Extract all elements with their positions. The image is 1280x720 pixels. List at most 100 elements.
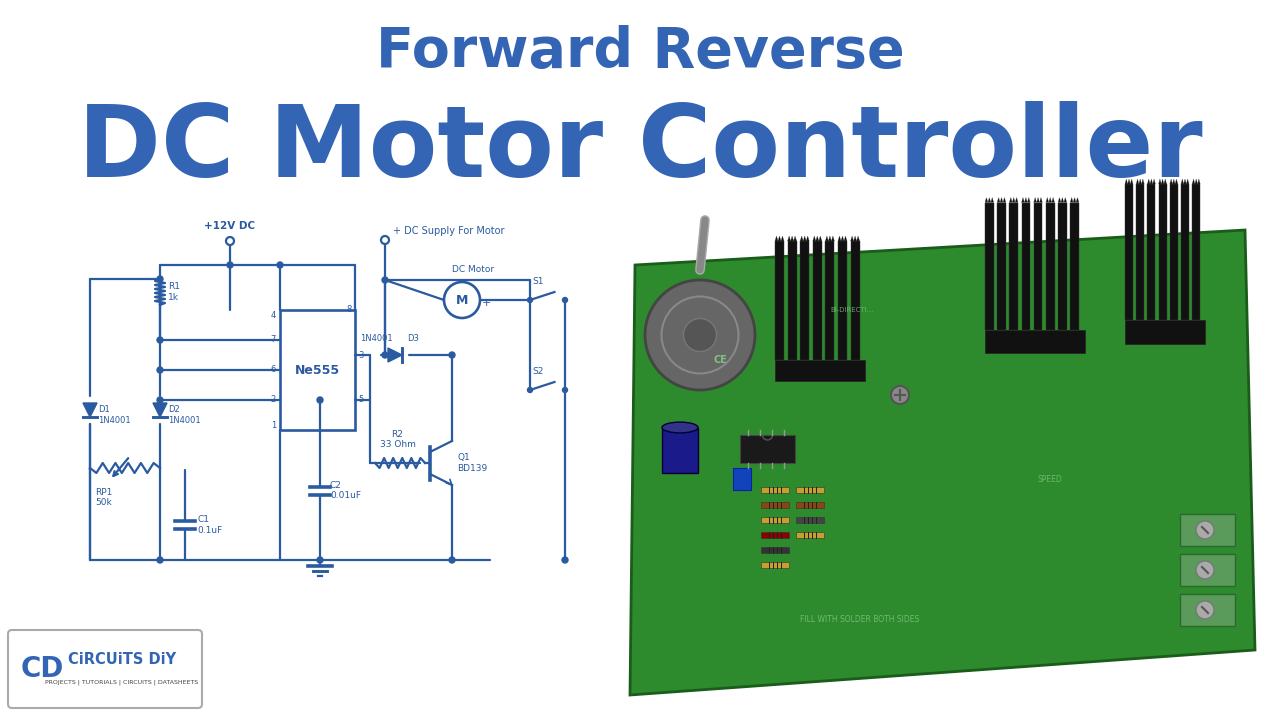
Bar <box>762 487 788 493</box>
Bar <box>762 517 788 523</box>
Circle shape <box>562 557 568 563</box>
Bar <box>796 532 824 538</box>
Circle shape <box>381 277 388 283</box>
Bar <box>787 241 796 360</box>
Text: SPEED: SPEED <box>1038 475 1062 485</box>
Circle shape <box>381 352 388 358</box>
Polygon shape <box>1028 197 1030 202</box>
Text: FILL WITH SOLDER BOTH SIDES: FILL WITH SOLDER BOTH SIDES <box>800 616 919 624</box>
Circle shape <box>562 297 567 302</box>
Text: CD: CD <box>20 655 64 683</box>
Text: R2
33 Ohm: R2 33 Ohm <box>380 430 416 449</box>
Polygon shape <box>1046 197 1048 202</box>
Polygon shape <box>1130 179 1133 184</box>
Text: BI-DIRECTI...: BI-DIRECTI... <box>829 307 873 313</box>
Circle shape <box>1196 561 1213 579</box>
Bar <box>1158 184 1166 320</box>
Polygon shape <box>787 236 791 241</box>
Bar <box>826 241 835 360</box>
Polygon shape <box>388 348 402 362</box>
Bar <box>796 502 824 508</box>
Polygon shape <box>1187 179 1189 184</box>
Polygon shape <box>1194 179 1198 184</box>
Polygon shape <box>815 236 819 241</box>
FancyBboxPatch shape <box>8 630 202 708</box>
Text: D2
1N4001: D2 1N4001 <box>168 405 201 425</box>
Bar <box>986 330 1085 353</box>
Polygon shape <box>828 236 832 241</box>
Polygon shape <box>83 403 97 417</box>
Polygon shape <box>856 236 860 241</box>
Bar <box>774 241 783 360</box>
Text: 1: 1 <box>271 420 276 430</box>
Polygon shape <box>1073 197 1076 202</box>
Bar <box>1125 184 1133 320</box>
Polygon shape <box>997 197 1000 202</box>
Polygon shape <box>851 236 854 241</box>
Bar <box>796 487 824 493</box>
Circle shape <box>227 262 233 268</box>
Polygon shape <box>1161 179 1164 184</box>
Text: R1
1k: R1 1k <box>168 282 180 302</box>
Circle shape <box>157 397 163 403</box>
Polygon shape <box>1064 197 1066 202</box>
Polygon shape <box>1164 179 1166 184</box>
Polygon shape <box>1149 179 1153 184</box>
Polygon shape <box>854 236 856 241</box>
Polygon shape <box>986 197 988 202</box>
Polygon shape <box>1198 179 1201 184</box>
Polygon shape <box>819 236 822 241</box>
Circle shape <box>157 367 163 373</box>
Bar <box>796 517 824 523</box>
Polygon shape <box>1037 197 1039 202</box>
Circle shape <box>527 387 532 392</box>
Circle shape <box>562 387 567 392</box>
Bar <box>762 502 788 508</box>
Bar <box>813 241 822 360</box>
Polygon shape <box>804 236 806 241</box>
Text: + DC Supply For Motor: + DC Supply For Motor <box>393 226 504 236</box>
Circle shape <box>276 262 283 268</box>
Polygon shape <box>1052 197 1055 202</box>
Bar <box>740 435 795 463</box>
Text: 1N4001: 1N4001 <box>360 334 393 343</box>
Bar <box>762 562 788 568</box>
Polygon shape <box>1059 197 1061 202</box>
Polygon shape <box>1142 179 1144 184</box>
Polygon shape <box>1147 179 1149 184</box>
Bar <box>1125 320 1204 344</box>
Polygon shape <box>800 236 804 241</box>
Polygon shape <box>1192 179 1194 184</box>
Text: DC Motor Controller: DC Motor Controller <box>78 102 1202 199</box>
Bar <box>1181 184 1189 320</box>
Bar <box>1046 202 1055 330</box>
Bar <box>1034 202 1042 330</box>
Circle shape <box>449 557 454 563</box>
Bar <box>1059 202 1066 330</box>
Bar <box>851 241 860 360</box>
Polygon shape <box>1181 179 1184 184</box>
Text: Q1
BD139: Q1 BD139 <box>457 454 488 473</box>
Polygon shape <box>1034 197 1037 202</box>
Bar <box>1137 184 1144 320</box>
Bar <box>1192 184 1201 320</box>
Polygon shape <box>1061 197 1064 202</box>
Bar <box>662 428 698 472</box>
Bar <box>1180 594 1235 626</box>
Polygon shape <box>826 236 828 241</box>
Polygon shape <box>1070 197 1073 202</box>
Bar <box>986 202 993 330</box>
Text: CE: CE <box>713 355 727 365</box>
Bar <box>838 241 847 360</box>
Polygon shape <box>988 197 991 202</box>
Polygon shape <box>1170 179 1172 184</box>
Polygon shape <box>630 230 1254 695</box>
Text: DC Motor: DC Motor <box>452 265 494 274</box>
Polygon shape <box>1137 179 1139 184</box>
Text: D1
1N4001: D1 1N4001 <box>99 405 131 425</box>
Polygon shape <box>154 403 166 417</box>
Polygon shape <box>1024 197 1028 202</box>
Polygon shape <box>1048 197 1052 202</box>
Circle shape <box>317 397 323 403</box>
Circle shape <box>157 276 163 282</box>
